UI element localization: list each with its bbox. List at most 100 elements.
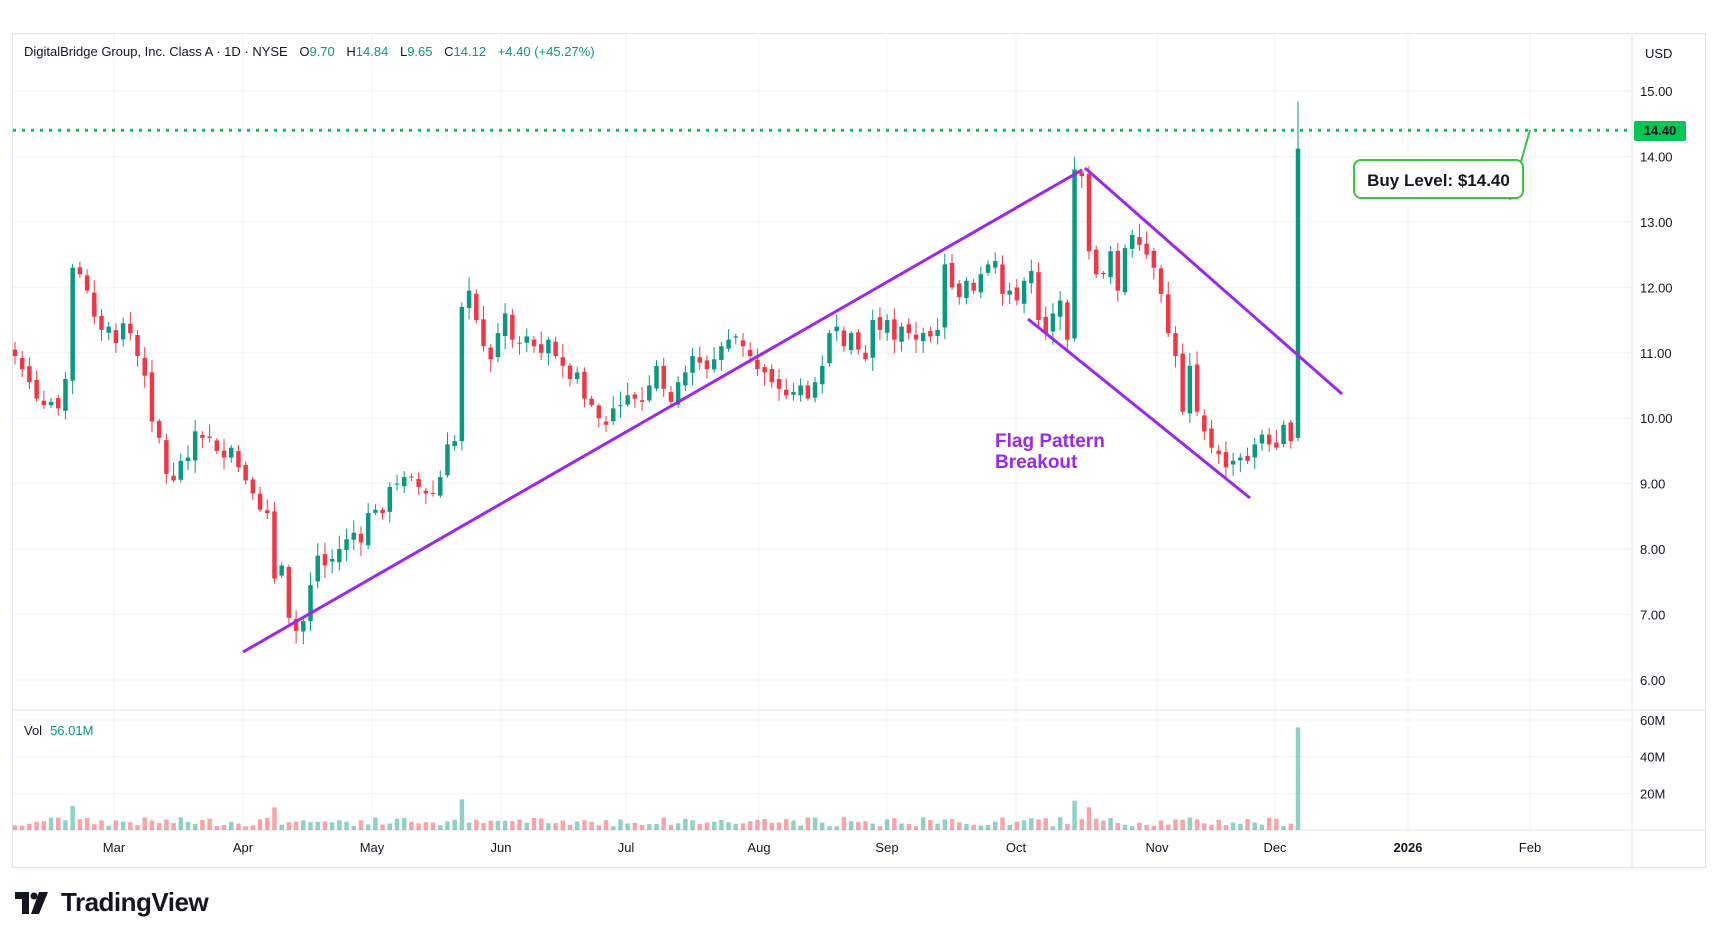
candle-body	[430, 493, 436, 495]
candle-body	[971, 282, 976, 291]
volume-bar	[683, 818, 688, 830]
volume-bar	[1252, 822, 1257, 830]
candle-body	[690, 356, 695, 373]
candle-body	[618, 405, 623, 407]
volume-bar	[596, 825, 602, 830]
tradingview-logo-icon	[15, 891, 48, 914]
volume-bar	[632, 822, 638, 830]
candle-body	[993, 261, 998, 268]
volume-bar	[474, 819, 479, 830]
candle-body	[1245, 455, 1250, 461]
currency-button[interactable]: USD	[1645, 46, 1673, 61]
candle-body	[135, 334, 140, 357]
time-axis-label: Aug	[747, 840, 770, 855]
volume-bar	[964, 824, 969, 830]
volume-bar	[128, 822, 133, 830]
volume-bar	[459, 799, 465, 830]
time-axis-label: Mar	[103, 840, 126, 855]
candle-body	[409, 476, 414, 478]
tradingview-logo[interactable]: TradingView	[15, 887, 209, 918]
volume-bar	[711, 821, 717, 830]
volume-bar	[949, 819, 955, 830]
volume-bar	[1274, 818, 1279, 830]
volume-bar	[34, 821, 39, 830]
candle-body	[1129, 234, 1135, 249]
volume-bar	[762, 819, 767, 830]
volume-bar	[113, 820, 119, 830]
candle-body	[63, 378, 68, 411]
volume-bar	[1281, 826, 1286, 830]
volume-bar	[582, 820, 587, 830]
candle-body	[711, 359, 717, 370]
volume-bar	[1259, 824, 1265, 830]
high-label: H	[346, 44, 356, 59]
candle-body	[286, 567, 292, 618]
candle-body	[596, 405, 602, 419]
price-axis-label: 12.00	[1640, 280, 1673, 295]
volume-bar	[185, 822, 191, 830]
candle-body	[856, 332, 861, 350]
change-value: +4.40 (+45.27%)	[497, 44, 595, 59]
volume-bar	[668, 825, 674, 830]
volume-bar	[820, 822, 825, 830]
volume-bar	[928, 819, 933, 830]
candle-body	[1238, 457, 1243, 461]
candle-body	[92, 292, 97, 317]
flag-upper-trendline	[1084, 166, 1343, 396]
candle-body	[502, 313, 508, 337]
candle-body	[113, 330, 119, 343]
volume-bar	[1014, 821, 1020, 830]
candle-body	[1137, 237, 1142, 245]
candle-body	[1259, 434, 1265, 444]
volume-bar	[856, 821, 861, 830]
volume-bar	[747, 821, 753, 830]
low-label: L	[399, 44, 408, 59]
candle-body	[265, 510, 270, 514]
candle-body	[531, 339, 537, 347]
candle-body	[928, 331, 933, 337]
volume-bar	[1115, 823, 1121, 830]
candle-body	[726, 339, 731, 349]
volume-bar	[971, 824, 976, 830]
candle-body	[99, 315, 104, 330]
volume-bar	[546, 823, 551, 830]
volume-bar	[416, 823, 421, 830]
candle-body	[200, 435, 205, 438]
volume-bar	[1194, 819, 1200, 830]
volume-bar	[250, 825, 256, 830]
volume-bar	[892, 818, 897, 830]
candle-body	[250, 479, 256, 494]
candle-body	[546, 339, 551, 354]
volume-bar	[618, 819, 623, 830]
volume-bar	[293, 821, 299, 830]
candle-body	[272, 511, 277, 579]
time-axis-label: Nov	[1145, 840, 1169, 855]
volume-bar	[877, 826, 883, 830]
buy-level-callout: Buy Level: $14.40	[1353, 159, 1524, 199]
candle-body	[639, 400, 645, 402]
volume-bar	[1166, 824, 1171, 830]
candle-body	[567, 365, 573, 379]
volume-bar	[380, 824, 385, 830]
volume-bar	[488, 820, 493, 830]
volume-bar	[438, 825, 443, 830]
volume-bar	[337, 820, 342, 830]
candle-body	[942, 264, 948, 328]
candle-body	[229, 447, 234, 458]
volume-bar	[812, 817, 818, 830]
candle-body	[675, 382, 681, 405]
volume-bar	[884, 819, 890, 830]
open-value: 9.70	[309, 44, 335, 59]
volume-bar	[531, 817, 537, 830]
candle-body	[755, 359, 760, 370]
volume-bar	[200, 819, 205, 830]
candle-body	[632, 394, 638, 399]
volume-bar	[769, 822, 775, 830]
candle-body	[812, 382, 818, 398]
volume-bar	[726, 822, 731, 830]
candle-body	[373, 509, 378, 513]
volume-bar	[315, 821, 320, 830]
volume-bar	[611, 826, 616, 830]
volume-bar	[171, 823, 176, 830]
